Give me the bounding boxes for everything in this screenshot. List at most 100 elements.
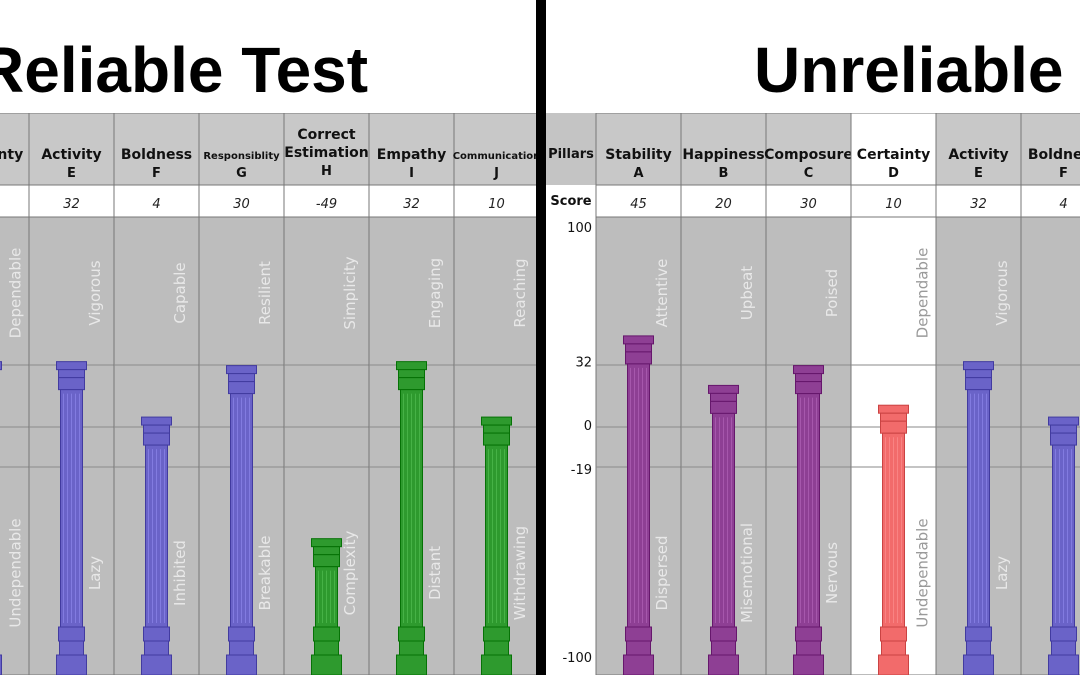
score-value: 4 [152, 197, 160, 212]
top-trait-label: Capable [1078, 262, 1080, 323]
score-value: 10 [885, 197, 902, 212]
bottom-trait-label: Misemotional [738, 523, 756, 623]
top-trait-label: Upbeat [738, 266, 756, 320]
bottom-trait-label: Distant [426, 546, 444, 600]
top-trait-label: Capable [171, 262, 189, 323]
score-cell-correct-estimation [283, 184, 370, 218]
header-cell-certainty [850, 113, 937, 186]
pillar-name: Happiness [682, 147, 764, 163]
panel-title: Reliable Test [0, 34, 369, 106]
pillar-letter: G [236, 166, 247, 181]
pillar-letter: B [719, 166, 729, 181]
header-cell-composure [765, 113, 852, 186]
pillar-name: Activity [41, 147, 101, 163]
top-trait-label: Resilient [256, 261, 274, 325]
pillar-bar [311, 538, 342, 675]
top-trait-label: Engaging [426, 258, 444, 328]
pillar-name: Communication [453, 151, 536, 162]
score-label-cell [546, 185, 596, 217]
pillar-letter: F [152, 166, 161, 181]
pillar-bar [793, 365, 824, 675]
bottom-trait-label: Undependable [914, 518, 932, 627]
top-trait-label: Simplicity [341, 256, 359, 329]
score-cell-responsiblity [198, 184, 285, 218]
header-cell-activity [935, 113, 1022, 186]
bottom-trait-label: Breakable [256, 535, 274, 610]
pillar-bar [1048, 416, 1079, 675]
score-label: Score [550, 194, 591, 209]
header-cell-boldness [1020, 113, 1080, 186]
pillar-letter: C [804, 166, 814, 181]
pillar-bar [141, 416, 172, 675]
pillar-name: Boldness [1028, 147, 1080, 163]
pillar-letter: I [409, 166, 414, 181]
header-cell-responsiblity [198, 113, 285, 186]
pillar-name: Responsiblity [203, 151, 280, 162]
score-value: 30 [800, 197, 817, 212]
unreliable-pillars-chart: Pillars Score 100 32 0 -19 -100 Stability A 45 Att… [546, 113, 1080, 675]
pillar-name: Stability [605, 147, 671, 163]
pillar-letter: J [493, 166, 499, 181]
bottom-trait-label: Withdrawing [511, 526, 529, 620]
header-cell-correct-estimation [283, 113, 370, 186]
pillar-letter: F [1059, 166, 1068, 181]
score-cell-boldness [1020, 184, 1080, 218]
header-cell-stability [595, 113, 682, 186]
bottom-trait-label: Dispersed [653, 535, 671, 610]
pillar-letter: E [974, 166, 983, 181]
score-value: 32 [403, 197, 420, 212]
score-value: 32 [63, 197, 80, 212]
pillar-bar [56, 361, 87, 675]
bottom-trait-label: Complexity [341, 531, 359, 616]
score-value: 32 [970, 197, 987, 212]
panel-title: Unreliable [754, 34, 1064, 106]
pillar-letter: A [633, 166, 643, 181]
bottom-trait-label: Undependable [7, 518, 25, 627]
y-tick-label: -100 [562, 651, 592, 666]
score-cell-certainty [850, 184, 937, 218]
top-trait-label: Dependable [914, 248, 932, 339]
y-tick-label: 100 [567, 221, 592, 236]
header-cell-happiness [680, 113, 767, 186]
header-cell-activity [28, 113, 115, 186]
y-tick-label: -19 [571, 463, 592, 478]
pillar-name: Certainty [857, 147, 930, 163]
score-cell-boldness [113, 184, 200, 218]
unreliable-panel: Unreliable Pillars Score 100 32 0 -19 -100 Stab… [546, 0, 1080, 675]
pillar-bar [481, 416, 512, 675]
pillar-letter: E [67, 166, 76, 181]
pillar-bar [0, 361, 2, 675]
score-value: 20 [715, 197, 732, 212]
pillars-label: Pillars [548, 147, 594, 162]
pillar-letter: H [321, 164, 332, 179]
top-trait-label: Vigorous [86, 260, 104, 325]
pillar-bar [623, 335, 654, 675]
pillar-name: Activity [948, 147, 1008, 163]
pillar-bar [396, 361, 427, 675]
top-trait-label: Dependable [7, 248, 25, 339]
score-cell-communication [453, 184, 536, 218]
score-cell-certainty [0, 184, 30, 218]
score-value: -49 [316, 197, 337, 212]
bottom-trait-label: Lazy [86, 556, 104, 590]
pillar-name: Boldness [121, 147, 192, 163]
axis-cell [546, 217, 596, 675]
pillar-bar [878, 404, 909, 675]
bottom-trait-label: Inhibited [171, 540, 189, 606]
body-cell-certainty [0, 216, 30, 675]
score-value: 10 [488, 197, 505, 212]
score-value: 45 [630, 197, 647, 212]
pillar-bar [708, 384, 739, 675]
y-tick-label: 32 [575, 356, 592, 371]
pillars-header-cell [546, 113, 596, 185]
y-tick-label: 0 [584, 419, 592, 434]
pillar-bar [226, 365, 257, 675]
pillar-name: Estimation [284, 145, 369, 161]
score-cell-empathy [368, 184, 455, 218]
reliable-test-panel: Reliable Test CertaintyDDependableUndepe… [0, 0, 536, 675]
pillar-letter: D [888, 166, 899, 181]
top-trait-label: Attentive [653, 259, 671, 328]
bottom-trait-label: Nervous [823, 542, 841, 604]
bottom-trait-label: Lazy [993, 556, 1011, 590]
score-value: 4 [1059, 197, 1067, 212]
